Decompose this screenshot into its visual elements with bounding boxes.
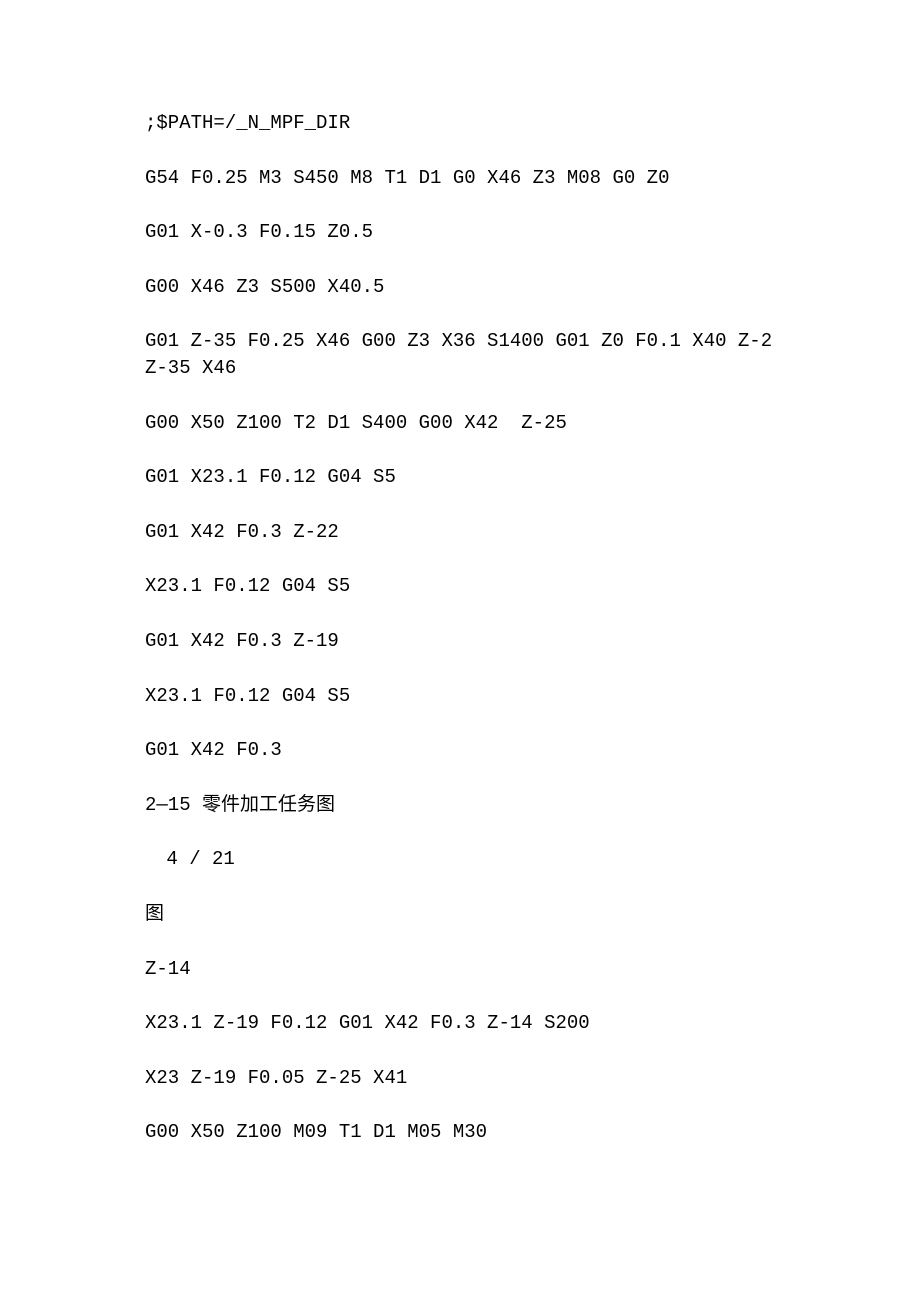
code-line: X23.1 F0.12 G04 S5 bbox=[145, 683, 775, 710]
code-line: G00 X46 Z3 S500 X40.5 bbox=[145, 274, 775, 301]
code-line: Z-14 bbox=[145, 956, 775, 983]
code-line: G01 X42 F0.3 Z-22 bbox=[145, 519, 775, 546]
code-line: G01 Z-35 F0.25 X46 G00 Z3 X36 S1400 G01 … bbox=[145, 328, 775, 381]
code-line: G01 X42 F0.3 bbox=[145, 737, 775, 764]
caption-line: 2—15 零件加工任务图 bbox=[145, 792, 775, 819]
code-line: G01 X23.1 F0.12 G04 S5 bbox=[145, 464, 775, 491]
code-line: G54 F0.25 M3 S450 M8 T1 D1 G0 X46 Z3 M08… bbox=[145, 165, 775, 192]
code-line: G01 X-0.3 F0.15 Z0.5 bbox=[145, 219, 775, 246]
code-line: X23.1 F0.12 G04 S5 bbox=[145, 573, 775, 600]
code-line: X23.1 Z-19 F0.12 G01 X42 F0.3 Z-14 S200 bbox=[145, 1010, 775, 1037]
code-line: G00 X50 Z100 M09 T1 D1 M05 M30 bbox=[145, 1119, 775, 1146]
page-number: 4 / 21 bbox=[145, 846, 775, 873]
caption-line: 图 bbox=[145, 901, 775, 928]
code-line: G01 X42 F0.3 Z-19 bbox=[145, 628, 775, 655]
document-page: ;$PATH=/_N_MPF_DIR G54 F0.25 M3 S450 M8 … bbox=[0, 0, 920, 1234]
code-line: G00 X50 Z100 T2 D1 S400 G00 X42 Z-25 bbox=[145, 410, 775, 437]
code-line: ;$PATH=/_N_MPF_DIR bbox=[145, 110, 775, 137]
code-line: X23 Z-19 F0.05 Z-25 X41 bbox=[145, 1065, 775, 1092]
